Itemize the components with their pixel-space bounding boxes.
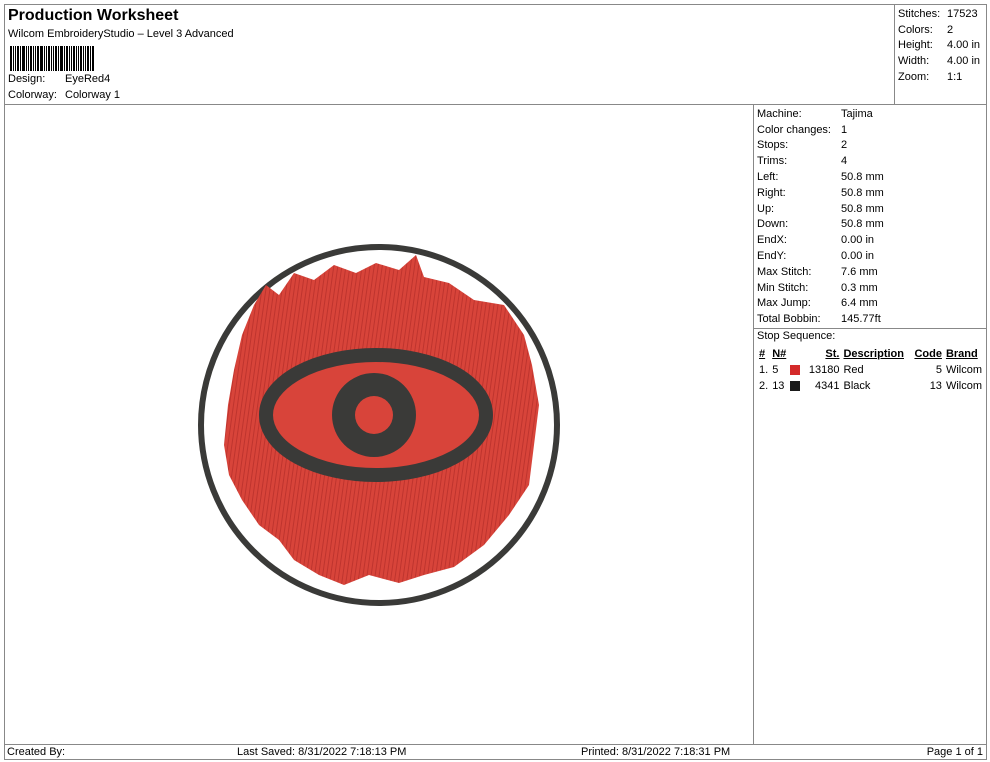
zoom-label: Zoom:: [898, 71, 930, 84]
row-n: 13: [772, 380, 785, 393]
spec-row: EndY: 0.00 in: [757, 248, 984, 264]
spec-value: 7.6 mm: [841, 265, 878, 278]
row-n: 5: [772, 364, 779, 377]
software-name: Wilcom EmbroideryStudio – Level 3 Advanc…: [8, 28, 234, 40]
row-num: 1.: [759, 364, 769, 377]
page-title: Production Worksheet: [8, 7, 179, 24]
colors-label: Colors:: [898, 23, 933, 36]
row-brand: Wilcom: [945, 364, 982, 377]
spec-row: Down: 50.8 mm: [757, 217, 984, 233]
spec-label: Color changes:: [757, 123, 831, 136]
design-label: Design:: [8, 73, 46, 85]
row-description: Red: [843, 364, 864, 377]
spec-value: 2: [841, 139, 848, 152]
spec-value: 4: [841, 155, 848, 168]
spec-value: 0.00 in: [841, 250, 875, 263]
spec-label: EndX:: [757, 234, 787, 247]
stop-sequence: Stop Sequence: # N# St. Description Code…: [754, 328, 987, 395]
colorway-row: Colorway: Colorway 1: [8, 89, 120, 101]
header: Production Worksheet Wilcom EmbroiderySt…: [4, 4, 987, 105]
spec-value: 50.8 mm: [841, 171, 884, 184]
spec-row: EndX: 0.00 in: [757, 232, 984, 248]
spec-value: 145.77ft: [841, 313, 881, 326]
stop-sequence-label: Stop Sequence:: [757, 330, 836, 343]
height-label: Height:: [898, 39, 933, 52]
stitches-value: 17523: [947, 7, 978, 20]
spec-row: Stops: 2: [757, 138, 984, 154]
zoom-value: 1:1: [947, 71, 963, 84]
barcode: [10, 46, 126, 71]
col-num: #: [759, 348, 766, 361]
spec-row: Right: 50.8 mm: [757, 185, 984, 201]
colorway-value: Colorway 1: [65, 89, 121, 101]
spec-value: 50.8 mm: [841, 202, 884, 215]
design-value: EyeRed4: [65, 73, 111, 85]
color-swatch: [790, 381, 801, 392]
spec-value: 50.8 mm: [841, 186, 884, 199]
colorway-label: Colorway:: [8, 89, 57, 101]
spec-row: Max Jump: 6.4 mm: [757, 296, 984, 312]
spec-row: Up: 50.8 mm: [757, 201, 984, 217]
colors-value: 2: [947, 23, 954, 36]
spec-label: Max Jump:: [757, 297, 811, 310]
summary-box: Stitches: 17523 Colors: 2 Height: 4.00 in W…: [894, 4, 987, 104]
row-code: 5: [935, 364, 942, 377]
spec-row: Color changes: 1: [757, 122, 984, 138]
spec-label: Min Stitch:: [757, 281, 809, 294]
height-value: 4.00 in: [947, 39, 981, 52]
spec-label: Trims:: [757, 155, 788, 168]
col-st: St.: [825, 348, 840, 361]
table-row: 2. 13 4341 Black 13 Wilcom: [757, 378, 984, 394]
row-num: 2.: [759, 380, 769, 393]
row-description: Black: [843, 380, 871, 393]
row-code: 13: [929, 380, 942, 393]
spec-label: Up:: [757, 202, 775, 215]
table-row: 1. 5 13180 Red 5 Wilcom: [757, 362, 984, 378]
last-saved: Last Saved: 8/31/2022 7:18:13 PM: [237, 746, 407, 758]
embroidery-design: [198, 244, 560, 606]
row-st: 4341: [815, 380, 840, 393]
pupil: [355, 396, 393, 434]
design-preview: [4, 105, 753, 744]
spec-value: Tajima: [841, 107, 873, 120]
machine-specs: Machine: Tajima Color changes: 1 Stops: 2 Trim…: [754, 105, 987, 328]
spec-value: 0.3 mm: [841, 281, 878, 294]
spec-value: 0.00 in: [841, 234, 875, 247]
design-row: Design: EyeRed4: [8, 73, 110, 85]
printed-date: Printed: 8/31/2022 7:18:31 PM: [581, 746, 731, 758]
spec-label: Stops:: [757, 139, 789, 152]
stop-sequence-table: # N# St. Description Code Brand 1. 5 131…: [757, 346, 984, 394]
footer: Created By: Last Saved: 8/31/2022 7:18:1…: [4, 744, 987, 760]
spec-row: Total Bobbin: 145.77ft: [757, 311, 984, 327]
spec-label: EndY:: [757, 250, 787, 263]
col-brand: Brand: [945, 348, 978, 361]
col-n: N#: [772, 348, 787, 361]
spec-label: Total Bobbin:: [757, 313, 821, 326]
details-panel: Machine: Tajima Color changes: 1 Stops: 2 Trim…: [753, 105, 987, 744]
spec-row: Left: 50.8 mm: [757, 169, 984, 185]
color-swatch: [790, 365, 801, 376]
col-description: Description: [843, 348, 904, 361]
page-number: Page 1 of 1: [926, 746, 983, 758]
spec-label: Max Stitch:: [757, 265, 812, 278]
spec-value: 6.4 mm: [841, 297, 878, 310]
stitches-label: Stitches:: [898, 7, 941, 20]
spec-row: Trims: 4: [757, 153, 984, 169]
row-brand: Wilcom: [945, 380, 982, 393]
spec-label: Right:: [757, 186, 786, 199]
spec-value: 1: [841, 123, 848, 136]
spec-value: 50.8 mm: [841, 218, 884, 231]
spec-label: Machine:: [757, 107, 802, 120]
width-value: 4.00 in: [947, 55, 981, 68]
spec-row: Max Stitch: 7.6 mm: [757, 264, 984, 280]
spec-label: Down:: [757, 218, 789, 231]
spec-row: Machine: Tajima: [757, 106, 984, 122]
row-st: 13180: [808, 364, 840, 377]
spec-row: Min Stitch: 0.3 mm: [757, 280, 984, 296]
width-label: Width:: [898, 55, 930, 68]
spec-label: Left:: [757, 171, 779, 184]
col-code: Code: [914, 348, 942, 361]
worksheet-frame: [4, 4, 987, 760]
created-by: Created By:: [7, 746, 66, 758]
